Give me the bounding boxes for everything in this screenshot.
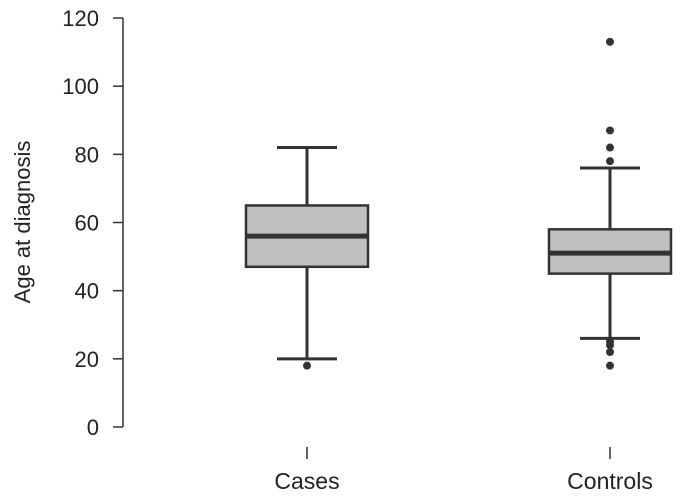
controls-outlier-1 xyxy=(606,348,614,357)
controls-outlier-7 xyxy=(606,37,614,46)
y-tick-label-120: 120 xyxy=(62,6,99,31)
controls-outlier-0 xyxy=(606,361,614,370)
y-axis-title: Age at diagnosis xyxy=(10,141,35,304)
controls-outlier-5 xyxy=(606,143,614,152)
y-axis: 0 20 40 60 80 100 120 xyxy=(62,6,124,440)
controls-outlier-4 xyxy=(606,157,614,166)
y-tick-label-100: 100 xyxy=(62,74,99,99)
y-tick-label-60: 60 xyxy=(75,211,99,236)
y-tick-label-80: 80 xyxy=(75,142,99,167)
y-tick-label-40: 40 xyxy=(75,279,99,304)
boxes xyxy=(244,37,673,370)
x-axis: Cases Controls xyxy=(274,447,653,494)
controls-outlier-3 xyxy=(606,337,614,346)
x-tick-label-controls: Controls xyxy=(567,468,653,494)
controls-outlier-6 xyxy=(606,126,614,135)
y-tick-label-0: 0 xyxy=(87,415,99,440)
cases-outlier-0 xyxy=(303,361,311,370)
y-tick-label-20: 20 xyxy=(75,347,99,372)
box-controls xyxy=(547,37,673,370)
box-cases xyxy=(244,146,370,370)
x-tick-label-cases: Cases xyxy=(274,468,339,494)
